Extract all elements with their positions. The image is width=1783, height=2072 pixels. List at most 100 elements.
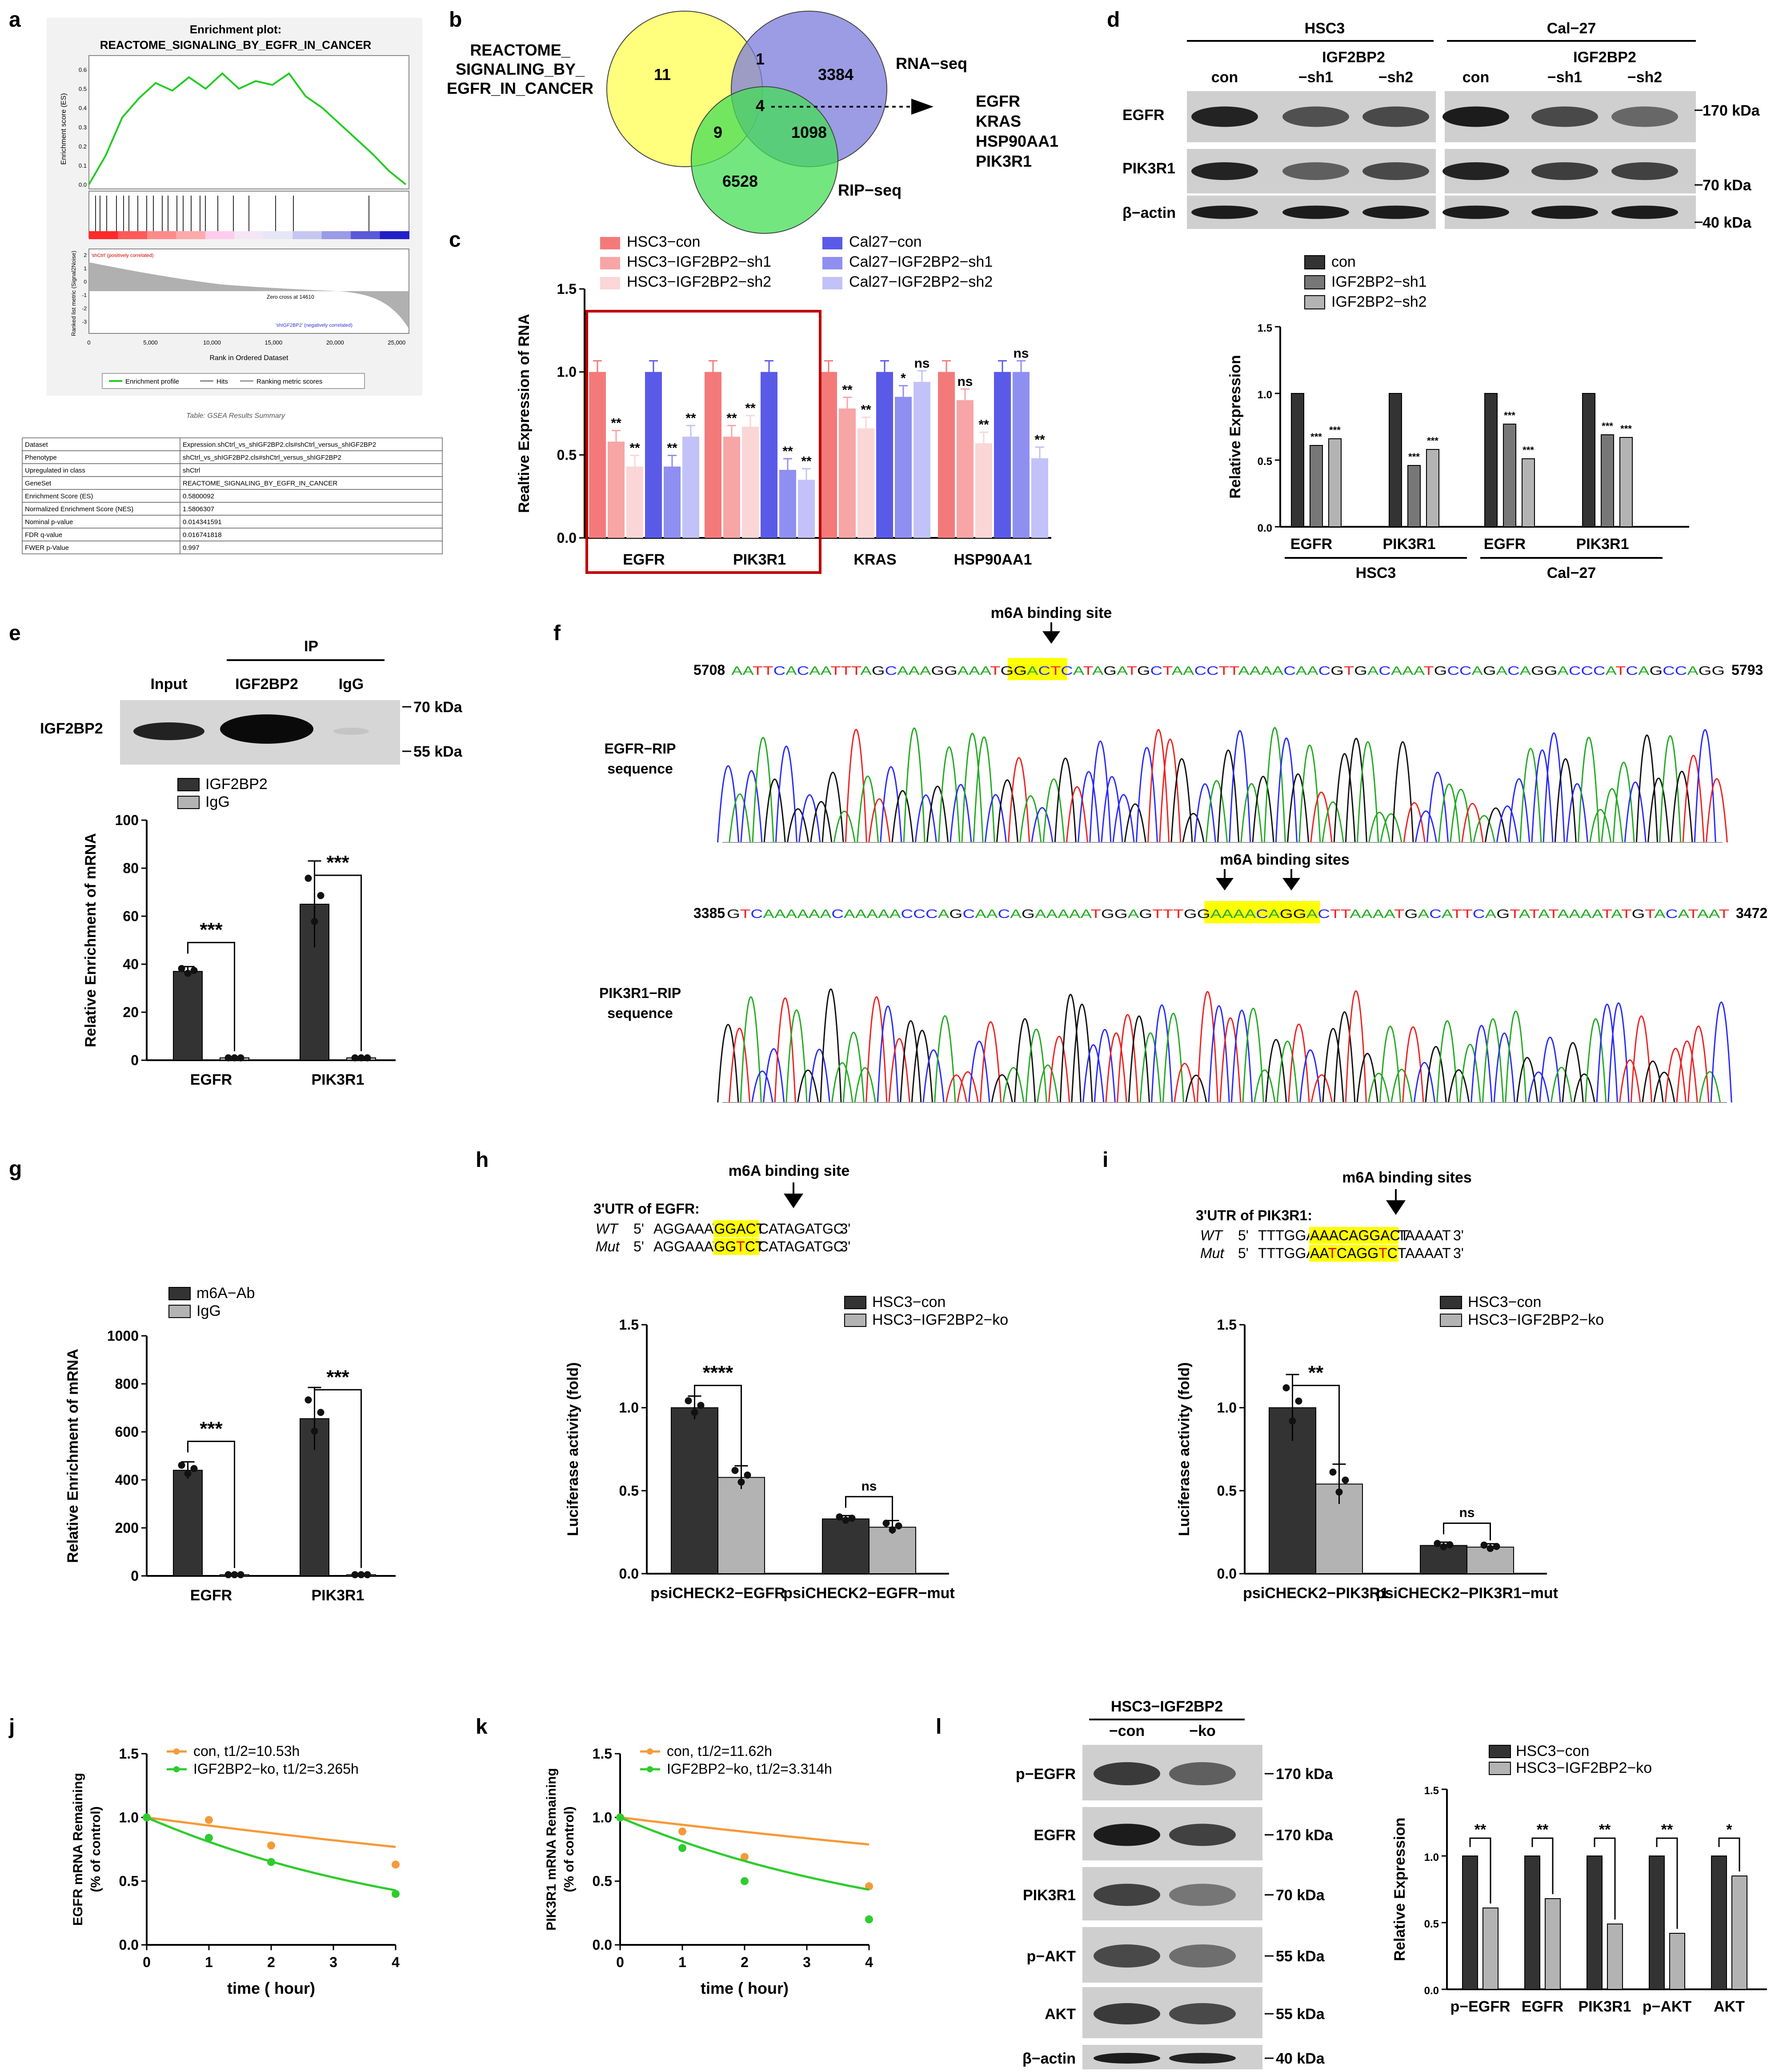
legend-swatch: [600, 277, 620, 289]
legend-marker: [173, 1748, 180, 1755]
blot-band: [1169, 1762, 1236, 1785]
legend-label: Cal27−con: [849, 233, 922, 250]
y-tick-label: 0.5: [557, 447, 577, 463]
chromatogram-peak: [842, 1032, 865, 1103]
seq-base: A: [1611, 907, 1623, 921]
legend-label: Cal27−IGF2BP2−sh1: [849, 253, 993, 270]
table-value: shCtrl: [183, 467, 200, 474]
chromatogram-peak: [991, 1074, 1013, 1103]
data-point: [205, 1834, 213, 1842]
significance-label: **: [782, 444, 793, 459]
blot-e-lane-input: Input: [150, 676, 187, 693]
chromatogram-peak: [968, 1041, 990, 1103]
blot-band: [1094, 1944, 1160, 1968]
heat-cell: [321, 231, 352, 239]
ranking-metric-fill: [89, 262, 409, 329]
data-point: [1335, 1488, 1343, 1496]
significance-label: ***: [1620, 423, 1632, 434]
legend-swatch: [844, 1296, 866, 1309]
pos-corr-label: 'shCtrl' (positively correlated): [91, 253, 154, 258]
chromatogram-peak: [1682, 754, 1705, 843]
data-point: [1446, 1541, 1454, 1549]
chromatogram-peak: [798, 794, 821, 843]
seq-base: T: [1400, 1227, 1409, 1243]
metric-tick: 2: [84, 252, 87, 258]
heat-cell: [205, 231, 235, 239]
chromatogram-peak: [797, 1070, 819, 1103]
bar: [1524, 1856, 1540, 1990]
legend-marker: [173, 1766, 180, 1772]
gsea-results-table: Dataset Expression.shCtrl_vs_shIGF2BP2.cl…: [22, 437, 443, 554]
legend-label: con: [1331, 253, 1356, 270]
seq-base: G: [725, 1221, 736, 1237]
seq-base: G: [1699, 664, 1712, 677]
y-axis-label-line2: (% of control): [88, 1806, 103, 1892]
data-point: [224, 1054, 232, 1062]
data-point: [364, 1054, 371, 1062]
chromatogram-peak: [950, 784, 972, 843]
data-point: [836, 1513, 843, 1521]
seq-base: A: [1361, 907, 1373, 921]
y-tick-label: 0.5: [1217, 1483, 1237, 1499]
y-tick-label: 1.0: [1258, 389, 1272, 401]
seq-base: C: [1666, 907, 1678, 921]
chromatogram-peak: [1630, 1015, 1652, 1103]
y-axis-label: Luciferase activity (fold): [565, 1362, 581, 1536]
seq-base: G: [944, 664, 958, 677]
seq-base: A: [1027, 664, 1038, 677]
seq-base: T: [736, 1238, 745, 1254]
chromatogram-peak: [1117, 1014, 1139, 1103]
y-tick-label: 400: [115, 1472, 139, 1488]
table-key: Dataset: [25, 441, 48, 449]
bar: [1587, 1856, 1603, 1990]
y-axis-label: Realtive Expression of RNA: [516, 314, 533, 513]
rank-x-tick: 25,000: [388, 339, 405, 346]
rank-x-tick: 15,000: [265, 339, 283, 346]
seq-base: T: [1548, 907, 1559, 921]
seq-base: G: [931, 664, 944, 677]
seq-base: C: [1390, 1227, 1400, 1243]
chromatogram-peak: [1008, 757, 1030, 843]
panel-i: i m6A binding sites 3'UTR of PIK3R1: WT 5…: [1102, 1148, 1604, 1602]
es-plot-area: [88, 55, 409, 189]
metric-y-ticks: 2 1 0 -1 -2 -3: [82, 252, 87, 325]
bar: [1545, 1898, 1561, 1990]
decay-curve: [620, 1816, 869, 1846]
blot-band: [1531, 205, 1598, 219]
chromatogram-peak: [1254, 1069, 1276, 1103]
legend-swatch: [600, 237, 620, 249]
seq-base: T: [1163, 907, 1174, 921]
seq-post: TAAAAT: [1398, 1245, 1451, 1261]
significance-label: ***: [200, 1418, 223, 1439]
blot-l-images: p−EGFR 170 kDa EGFR 170 kDa PIK3R1 70 kDa p−AK…: [1016, 1745, 1334, 2069]
chromatogram-peak: [728, 1027, 751, 1103]
blot-kda-label: 70 kDa: [1276, 1887, 1325, 1904]
legend-label: HSC3−IGF2BP2−ko: [1468, 1311, 1604, 1328]
panel-letter-d: d: [1107, 8, 1120, 32]
significance-bracket: [1531, 1837, 1554, 1894]
seq-highlight: [1007, 658, 1067, 680]
table-row: [22, 463, 443, 477]
venn-label-reactome-1: REACTOME_: [470, 41, 570, 59]
seq-base: A: [1261, 664, 1272, 677]
legend-swatch: [822, 277, 842, 289]
significance-label: ***: [1427, 435, 1438, 446]
chromatogram-peak: [1447, 1069, 1470, 1103]
metric-tick: -1: [82, 292, 87, 298]
bar: [1462, 1856, 1478, 1990]
data-point: [364, 1571, 371, 1579]
bar: [975, 443, 992, 538]
f-site1-arrow: [1042, 631, 1060, 644]
seq-base: A: [878, 907, 889, 921]
blot-l-lane-ko: −ko: [1189, 1723, 1216, 1739]
chromatogram-peak: [1543, 732, 1565, 843]
seq-base: A: [1538, 907, 1550, 921]
chromatogram-peak: [911, 1030, 934, 1103]
seq-base: A: [1471, 664, 1483, 677]
chromatogram-peak: [1054, 757, 1077, 843]
f-label1b: sequence: [607, 761, 673, 777]
blot-e-lane-igg: IgG: [339, 676, 364, 693]
legend-swatch: [1440, 1296, 1462, 1309]
